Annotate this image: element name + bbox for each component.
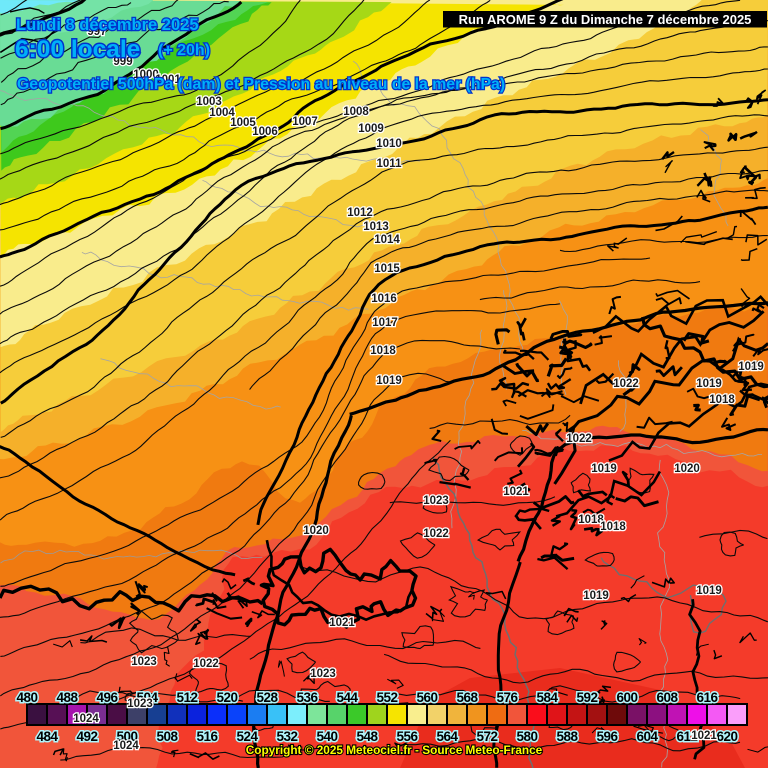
svg-text:1012: 1012 bbox=[347, 207, 373, 219]
svg-text:1018: 1018 bbox=[370, 345, 396, 357]
svg-text:564: 564 bbox=[436, 729, 458, 744]
svg-text:612: 612 bbox=[676, 729, 697, 744]
svg-text:1021: 1021 bbox=[329, 617, 355, 629]
svg-text:1015: 1015 bbox=[374, 263, 400, 275]
svg-text:536: 536 bbox=[296, 690, 318, 705]
svg-text:1022: 1022 bbox=[613, 378, 639, 390]
svg-text:1022: 1022 bbox=[423, 528, 449, 540]
svg-text:1000: 1000 bbox=[133, 69, 159, 81]
svg-text:584: 584 bbox=[536, 690, 558, 705]
svg-text:588: 588 bbox=[556, 729, 578, 744]
svg-text:620: 620 bbox=[716, 729, 737, 744]
svg-text:1009: 1009 bbox=[358, 123, 384, 135]
svg-text:1006: 1006 bbox=[252, 126, 278, 138]
svg-text:604: 604 bbox=[636, 729, 658, 744]
svg-text:1023: 1023 bbox=[131, 656, 157, 668]
svg-text:1019: 1019 bbox=[376, 375, 402, 387]
svg-text:Lundi 8 décembre 2025: Lundi 8 décembre 2025 bbox=[16, 16, 199, 34]
svg-text:576: 576 bbox=[496, 690, 518, 705]
svg-text:484: 484 bbox=[36, 729, 58, 744]
svg-text:616: 616 bbox=[696, 690, 718, 705]
svg-text:592: 592 bbox=[576, 690, 597, 705]
svg-text:1003: 1003 bbox=[196, 96, 222, 108]
svg-text:552: 552 bbox=[376, 690, 397, 705]
svg-text:1018: 1018 bbox=[600, 521, 626, 533]
svg-text:997: 997 bbox=[87, 26, 106, 38]
svg-text:1011: 1011 bbox=[377, 158, 403, 170]
svg-text:1023: 1023 bbox=[127, 698, 153, 710]
svg-text:512: 512 bbox=[176, 690, 197, 705]
svg-text:544: 544 bbox=[336, 690, 358, 705]
svg-text:1004: 1004 bbox=[209, 107, 235, 119]
svg-text:1019: 1019 bbox=[583, 590, 609, 602]
svg-text:608: 608 bbox=[656, 690, 678, 705]
svg-text:504: 504 bbox=[136, 690, 158, 705]
svg-text:528: 528 bbox=[256, 690, 278, 705]
svg-text:Run AROME 9 Z du Dimanche 7 dé: Run AROME 9 Z du Dimanche 7 décembre 202… bbox=[459, 12, 752, 27]
svg-text:1005: 1005 bbox=[230, 117, 256, 129]
svg-text:600: 600 bbox=[616, 690, 637, 705]
svg-text:516: 516 bbox=[196, 729, 218, 744]
svg-text:1023: 1023 bbox=[423, 495, 449, 507]
svg-text:540: 540 bbox=[316, 729, 337, 744]
svg-text:1024: 1024 bbox=[113, 740, 139, 752]
svg-text:508: 508 bbox=[156, 729, 178, 744]
svg-text:524: 524 bbox=[236, 729, 258, 744]
svg-text:1008: 1008 bbox=[343, 106, 369, 118]
svg-text:1007: 1007 bbox=[292, 116, 318, 128]
svg-text:1016: 1016 bbox=[371, 293, 397, 305]
svg-text:556: 556 bbox=[396, 729, 418, 744]
svg-text:1021: 1021 bbox=[503, 486, 529, 498]
svg-text:1024: 1024 bbox=[73, 713, 99, 725]
svg-text:1019: 1019 bbox=[696, 378, 722, 390]
svg-text:496: 496 bbox=[96, 690, 118, 705]
svg-text:1021: 1021 bbox=[691, 730, 717, 742]
svg-text:596: 596 bbox=[596, 729, 618, 744]
svg-text:568: 568 bbox=[456, 690, 478, 705]
svg-text:1014: 1014 bbox=[374, 234, 400, 246]
svg-text:1018: 1018 bbox=[709, 394, 735, 406]
svg-text:1022: 1022 bbox=[566, 433, 592, 445]
svg-text:580: 580 bbox=[516, 729, 537, 744]
svg-text:1019: 1019 bbox=[696, 585, 722, 597]
svg-text:Copyright © 2025 Meteociel.fr: Copyright © 2025 Meteociel.fr - Source M… bbox=[246, 743, 543, 757]
svg-text:572: 572 bbox=[476, 729, 497, 744]
svg-text:1020: 1020 bbox=[674, 463, 700, 475]
svg-text:1022: 1022 bbox=[193, 658, 219, 670]
svg-text:1020: 1020 bbox=[303, 525, 329, 537]
svg-text:1018: 1018 bbox=[578, 514, 604, 526]
svg-text:Geopotentiel 500hPa (dam) et P: Geopotentiel 500hPa (dam) et Pression au… bbox=[17, 76, 505, 93]
svg-text:1019: 1019 bbox=[591, 463, 617, 475]
svg-text:1023: 1023 bbox=[310, 668, 336, 680]
svg-text:6:00 locale: 6:00 locale bbox=[15, 36, 140, 63]
svg-text:1001: 1001 bbox=[155, 74, 181, 86]
svg-text:1010: 1010 bbox=[376, 138, 402, 150]
svg-text:520: 520 bbox=[216, 690, 237, 705]
svg-text:999: 999 bbox=[113, 56, 132, 68]
svg-text:480: 480 bbox=[16, 690, 37, 705]
svg-text:1019: 1019 bbox=[738, 361, 764, 373]
svg-text:(+ 20h): (+ 20h) bbox=[158, 42, 210, 59]
svg-text:548: 548 bbox=[356, 729, 378, 744]
svg-text:500: 500 bbox=[116, 729, 137, 744]
svg-text:1013: 1013 bbox=[363, 221, 389, 233]
svg-text:488: 488 bbox=[56, 690, 78, 705]
svg-text:532: 532 bbox=[276, 729, 297, 744]
svg-text:560: 560 bbox=[416, 690, 437, 705]
svg-text:1017: 1017 bbox=[372, 317, 398, 329]
svg-text:492: 492 bbox=[76, 729, 97, 744]
